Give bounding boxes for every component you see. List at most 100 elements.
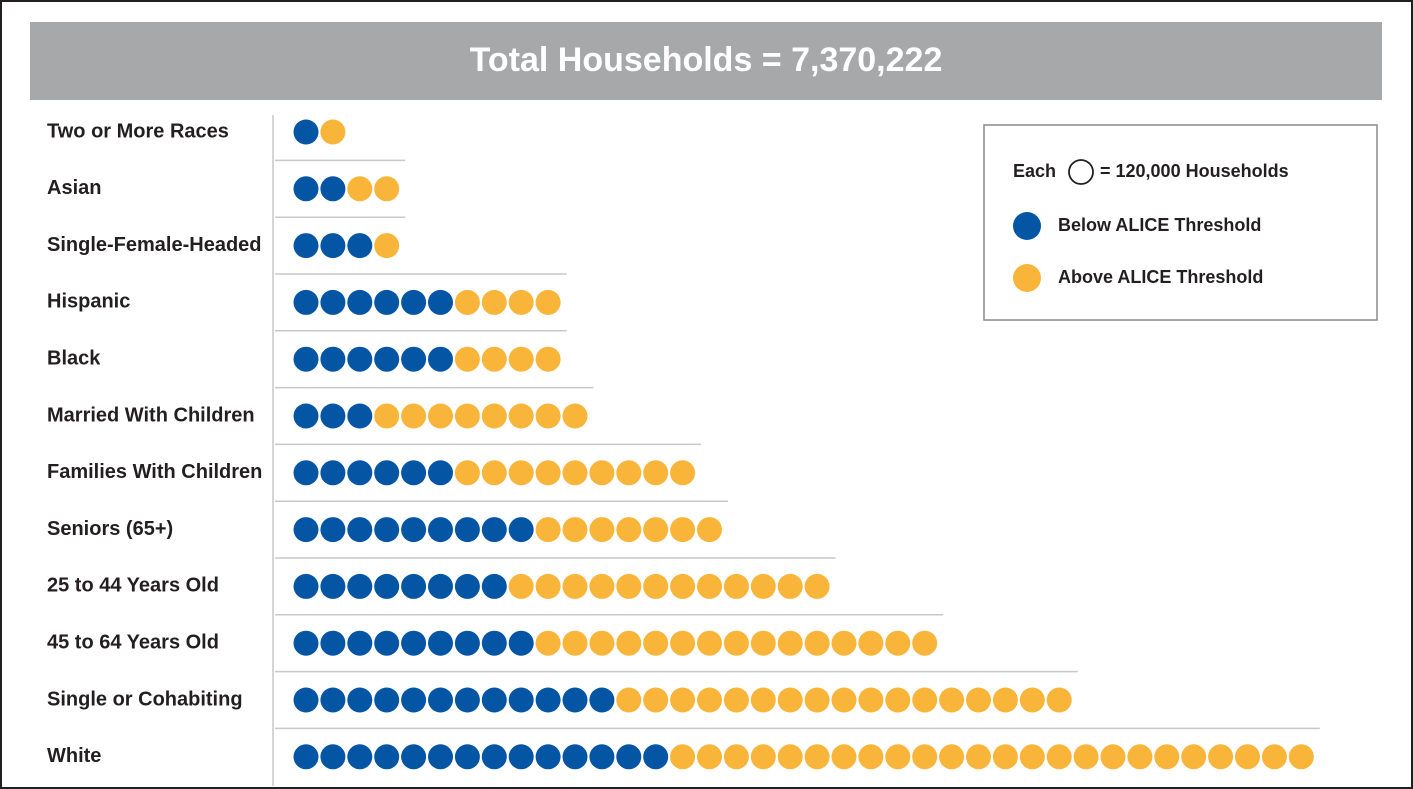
unit-dot (670, 573, 696, 599)
unit-dot (535, 630, 561, 656)
unit-dot (320, 346, 346, 372)
unit-dot (723, 687, 749, 713)
unit-dot (750, 573, 776, 599)
unit-dot (562, 744, 588, 770)
unit-dot (347, 346, 373, 372)
unit-dot (428, 687, 453, 713)
unit-dot (401, 573, 427, 599)
unit-dot (939, 687, 965, 713)
chart-title: Total Households = 7,370,222 (470, 41, 943, 79)
legend-unit-prefix: Each (1013, 161, 1056, 181)
unit-dot (508, 630, 534, 656)
unit-dot (374, 630, 400, 656)
unit-dot (428, 573, 453, 599)
unit-dot (347, 176, 373, 202)
category-label: Single-Female-Headed (47, 234, 262, 256)
unit-dot (616, 573, 642, 599)
unit-dot (293, 573, 319, 599)
legend: Each = 120,000 Households Below ALICE Th… (983, 124, 1378, 321)
unit-dot (1208, 744, 1234, 770)
unit-dot (589, 630, 615, 656)
unit-dot (320, 176, 346, 202)
unit-dot (670, 517, 696, 543)
unit-dot (374, 403, 400, 429)
unit-dot (939, 744, 965, 770)
unit-dot (293, 460, 319, 486)
unit-dot (535, 744, 561, 770)
unit-dot (723, 744, 749, 770)
unit-dot (320, 460, 346, 486)
unit-dot (374, 460, 400, 486)
unit-dot (562, 687, 588, 713)
unit-dot (697, 630, 722, 656)
unit-dot (992, 687, 1018, 713)
unit-dot (777, 573, 803, 599)
legend-label: Below ALICE Threshold (1058, 215, 1261, 235)
unit-dot (616, 517, 642, 543)
unit-dot (966, 687, 991, 713)
unit-dot (320, 630, 346, 656)
unit-dot (374, 573, 400, 599)
unit-dot (589, 687, 615, 713)
unit-dot (374, 744, 400, 770)
unit-dot (589, 460, 615, 486)
category-label: White (47, 745, 101, 767)
unit-dot (1100, 744, 1126, 770)
unit-dot (401, 346, 427, 372)
unit-dot (804, 687, 830, 713)
unit-dot (643, 517, 669, 543)
unit-dot (401, 517, 427, 543)
unit-dot (347, 573, 373, 599)
rows: Two or More Races Asian Single-Female-Head… (47, 119, 1320, 770)
unit-dot (777, 744, 803, 770)
unit-dot (858, 687, 884, 713)
unit-dot (804, 573, 830, 599)
unit-dot (1288, 744, 1314, 770)
unit-dot (401, 403, 427, 429)
unit-dot (697, 573, 722, 599)
legend-swatch (1013, 212, 1041, 240)
unit-dot (374, 687, 400, 713)
unit-dot (831, 687, 857, 713)
unit-dot (697, 744, 722, 770)
unit-dot (454, 403, 480, 429)
unit-dot (508, 289, 534, 315)
unit-dot (912, 687, 938, 713)
unit-dot (347, 403, 373, 429)
unit-dot (535, 573, 561, 599)
unit-dot (428, 289, 453, 315)
unit-dot (1261, 744, 1287, 770)
unit-dot (562, 573, 588, 599)
unit-dot (293, 233, 319, 259)
unit-dot (670, 687, 696, 713)
unit-dot (912, 630, 938, 656)
unit-dot (374, 517, 400, 543)
unit-dot (589, 573, 615, 599)
unit-dot (508, 346, 534, 372)
unit-dot (697, 687, 722, 713)
unit-dot (293, 630, 319, 656)
unit-dot (320, 744, 346, 770)
unit-dot (535, 687, 561, 713)
unit-dot (454, 289, 480, 315)
unit-dot (320, 517, 346, 543)
unit-dot (562, 630, 588, 656)
unit-dot (562, 517, 588, 543)
unit-dot (454, 744, 480, 770)
legend-unit-icon (1068, 159, 1094, 185)
unit-dot (1235, 744, 1260, 770)
unit-dot (670, 460, 696, 486)
unit-dot (428, 630, 453, 656)
unit-dot (454, 573, 480, 599)
unit-dot (481, 573, 507, 599)
unit-dot (320, 687, 346, 713)
unit-dot (428, 346, 453, 372)
unit-dot (1019, 687, 1045, 713)
unit-dot (777, 687, 803, 713)
category-label: Seniors (65+) (47, 518, 173, 540)
unit-dot (670, 744, 696, 770)
header-bar (30, 22, 1382, 100)
category-label: Families With Children (47, 461, 262, 483)
unit-dot (481, 687, 507, 713)
